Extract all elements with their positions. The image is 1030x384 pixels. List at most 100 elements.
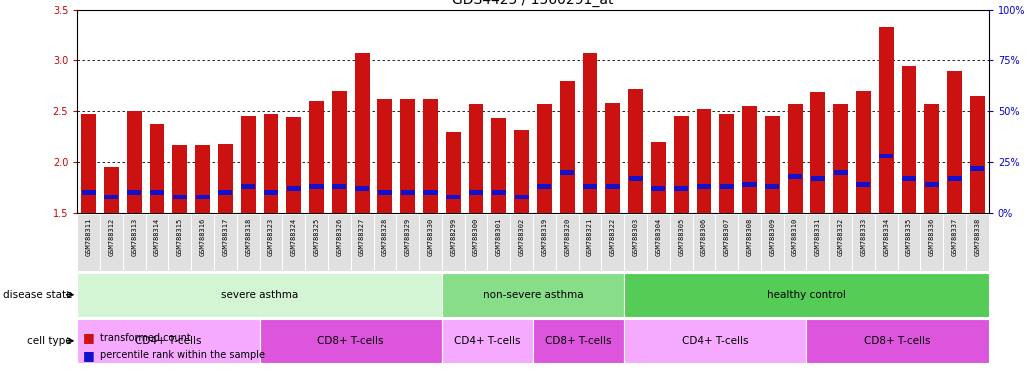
Text: disease state: disease state xyxy=(3,290,72,300)
Bar xyxy=(491,190,506,195)
Bar xyxy=(606,184,620,189)
Bar xyxy=(560,170,575,175)
Text: GSM788330: GSM788330 xyxy=(427,217,434,255)
Bar xyxy=(651,186,665,191)
Text: GSM788313: GSM788313 xyxy=(131,217,137,255)
Text: GSM788336: GSM788336 xyxy=(929,217,935,255)
Bar xyxy=(879,27,894,213)
Bar xyxy=(856,91,871,213)
Bar xyxy=(856,182,870,187)
Bar xyxy=(77,273,442,317)
Bar xyxy=(104,195,118,199)
Text: ■: ■ xyxy=(82,331,94,344)
Text: GSM788324: GSM788324 xyxy=(290,217,297,255)
Text: GSM788315: GSM788315 xyxy=(177,217,182,255)
Bar xyxy=(264,114,278,213)
Text: GSM788323: GSM788323 xyxy=(268,217,274,255)
Bar xyxy=(446,132,460,213)
Bar xyxy=(674,186,688,191)
Bar xyxy=(924,104,939,213)
Text: GSM788319: GSM788319 xyxy=(542,217,547,255)
Title: GDS4425 / 1560291_at: GDS4425 / 1560291_at xyxy=(452,0,614,7)
Bar xyxy=(309,184,323,189)
Text: GSM788335: GSM788335 xyxy=(906,217,912,255)
Bar xyxy=(970,96,985,213)
Bar xyxy=(264,190,278,195)
Bar xyxy=(150,190,164,195)
Bar xyxy=(537,104,552,213)
Bar xyxy=(332,91,347,213)
Bar xyxy=(378,190,392,195)
Bar xyxy=(241,116,255,213)
Text: GSM788316: GSM788316 xyxy=(200,217,206,255)
Text: CD4+ T-cells: CD4+ T-cells xyxy=(682,336,749,346)
Bar xyxy=(696,109,712,213)
Text: severe asthma: severe asthma xyxy=(220,290,299,300)
Text: ■: ■ xyxy=(82,349,94,362)
Text: GSM788320: GSM788320 xyxy=(564,217,571,255)
Bar xyxy=(719,114,734,213)
Bar xyxy=(697,184,711,189)
Bar xyxy=(720,184,733,189)
Bar xyxy=(104,167,118,213)
Text: GSM788334: GSM788334 xyxy=(884,217,889,255)
Text: percentile rank within the sample: percentile rank within the sample xyxy=(100,350,265,360)
Bar xyxy=(970,166,985,170)
Bar xyxy=(173,195,186,199)
Bar xyxy=(260,319,442,363)
Bar xyxy=(442,273,624,317)
Text: CD4+ T-cells: CD4+ T-cells xyxy=(454,336,521,346)
Bar xyxy=(606,103,620,213)
Bar xyxy=(355,186,369,191)
Text: GSM788311: GSM788311 xyxy=(85,217,92,255)
Bar xyxy=(925,182,939,187)
Bar xyxy=(765,184,780,189)
Bar xyxy=(624,319,806,363)
Bar xyxy=(901,66,917,213)
Bar xyxy=(788,174,802,179)
Bar xyxy=(241,184,255,189)
Bar xyxy=(469,190,483,195)
Text: GSM788302: GSM788302 xyxy=(519,217,524,255)
Bar xyxy=(902,176,916,181)
Text: CD8+ T-cells: CD8+ T-cells xyxy=(864,336,931,346)
Bar xyxy=(446,195,460,199)
Bar xyxy=(806,319,989,363)
Bar xyxy=(127,111,142,213)
Text: GSM788325: GSM788325 xyxy=(313,217,319,255)
Bar xyxy=(628,176,643,181)
Text: GSM788338: GSM788338 xyxy=(974,217,981,255)
Bar xyxy=(354,53,370,213)
Text: non-severe asthma: non-severe asthma xyxy=(483,290,583,300)
Bar xyxy=(833,170,848,175)
Text: GSM788326: GSM788326 xyxy=(337,217,342,255)
Bar xyxy=(628,89,643,213)
Text: GSM788318: GSM788318 xyxy=(245,217,251,255)
Bar xyxy=(948,176,962,181)
Text: GSM788321: GSM788321 xyxy=(587,217,593,255)
Bar xyxy=(583,53,597,213)
Text: GSM788309: GSM788309 xyxy=(769,217,776,255)
Text: GSM788299: GSM788299 xyxy=(450,217,456,255)
Text: GSM788328: GSM788328 xyxy=(382,217,388,255)
Bar xyxy=(469,104,483,213)
Bar xyxy=(948,71,962,213)
Bar xyxy=(423,190,438,195)
Text: CD4+ T-cells: CD4+ T-cells xyxy=(135,336,202,346)
Bar xyxy=(880,154,893,159)
Text: transformed count: transformed count xyxy=(100,333,191,343)
Text: GSM788300: GSM788300 xyxy=(473,217,479,255)
Bar xyxy=(423,99,438,213)
Text: GSM788307: GSM788307 xyxy=(724,217,729,255)
Bar xyxy=(286,186,301,191)
Bar xyxy=(624,273,989,317)
Bar xyxy=(514,130,529,213)
Bar xyxy=(377,99,392,213)
Text: GSM788306: GSM788306 xyxy=(701,217,707,255)
Bar xyxy=(743,182,757,187)
Bar xyxy=(811,176,825,181)
Bar xyxy=(81,190,96,195)
Bar xyxy=(149,124,165,213)
Bar xyxy=(218,144,233,213)
Bar xyxy=(196,195,210,199)
